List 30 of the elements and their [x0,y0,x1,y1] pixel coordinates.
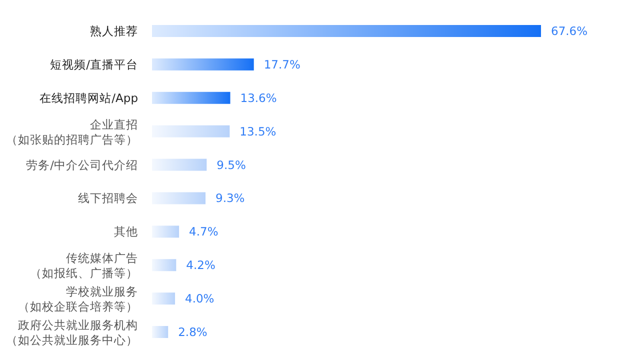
y-tick-label: 熟人推荐 [90,24,138,38]
data-label: 17.7% [264,57,300,72]
y-tick-label: 劳务/中介公司代介绍 [26,158,138,172]
bar [152,226,180,238]
bar [152,92,230,104]
data-label: 4.7% [189,224,218,239]
bar [152,58,254,70]
data-label: 13.5% [240,124,276,138]
y-tick-label: 在线招聘网站/App [40,90,138,105]
data-label: 4.0% [185,292,214,306]
y-tick-label: 学校就业服务（如校企联合培养等） [18,284,138,314]
data-label: 2.8% [178,325,208,339]
bar [152,326,168,338]
data-label: 9.5% [216,158,246,172]
data-label: 67.6% [551,24,588,38]
bar [152,192,206,204]
y-tick-label: 线下招聘会 [78,191,138,206]
bar [152,158,207,171]
data-label: 13.6% [240,90,277,105]
y-tick-label: 其他 [114,224,138,239]
bar [152,125,230,138]
y-tick-label: 短视频/直播平台 [50,57,138,72]
bar [152,25,541,37]
bar [152,259,176,272]
y-tick-label: 政府公共就业服务机构（如公共就业服务中心） [6,318,138,347]
data-label: 9.3% [216,191,245,206]
y-tick-label: 传统媒体广告（如报纸、广播等） [30,251,138,280]
data-label: 4.2% [186,258,216,272]
y-tick-label: 企业直招（如张贴的招聘广告等） [6,117,138,146]
bar [152,292,176,305]
